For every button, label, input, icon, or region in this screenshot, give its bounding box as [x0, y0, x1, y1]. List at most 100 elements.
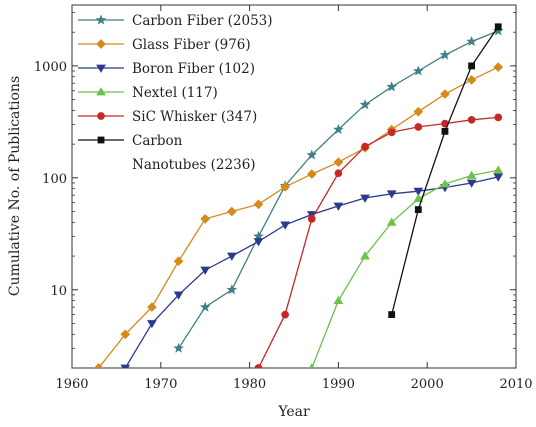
data-point: [492, 25, 504, 36]
series-line: [311, 169, 499, 368]
data-point: [414, 206, 422, 214]
data-point: [227, 206, 237, 217]
data-point: [200, 266, 211, 275]
data-point: [280, 221, 290, 230]
legend-label: Boron Fiber (102): [132, 61, 255, 77]
legend-item: Nextel (117): [78, 85, 218, 101]
y-axis-title: Cumulative No. of Publications: [7, 76, 23, 296]
data-point: [333, 157, 344, 168]
series-4: [254, 113, 503, 368]
data-point: [307, 215, 316, 223]
data-point: [360, 194, 370, 203]
data-point: [414, 123, 423, 131]
data-point: [386, 217, 397, 226]
legend-item: Boron Fiber (102): [78, 61, 255, 77]
data-point: [493, 62, 504, 72]
data-point: [333, 295, 344, 304]
data-point: [120, 329, 131, 340]
x-tick-label: 2010: [499, 377, 532, 392]
y-tick-label: 1000: [34, 60, 67, 75]
data-point: [280, 182, 290, 192]
legend-label: Carbon Fiber (2053): [132, 13, 273, 29]
data-point: [440, 179, 450, 188]
data-point: [199, 301, 211, 312]
data-point: [466, 35, 477, 47]
legend-marker: [96, 87, 106, 96]
data-point: [254, 364, 263, 368]
data-point: [147, 320, 157, 329]
data-point: [227, 252, 237, 261]
data-point: [413, 193, 424, 203]
data-point: [226, 284, 238, 295]
data-point: [147, 302, 157, 312]
data-point: [200, 214, 211, 224]
data-point: [253, 238, 264, 247]
legend-label: Nextel (117): [132, 85, 218, 101]
data-point: [494, 113, 503, 122]
data-point: [333, 123, 344, 135]
data-point: [281, 310, 289, 319]
x-tick-label: 1960: [55, 377, 88, 392]
legend-item: Carbon Nanotubes (2236): [78, 133, 256, 173]
series-line: [391, 26, 499, 315]
data-point: [493, 165, 504, 174]
data-point: [493, 173, 504, 182]
data-point: [173, 291, 184, 300]
series-5: [388, 23, 502, 319]
data-point: [439, 49, 451, 60]
legend-item: Glass Fiber (976): [78, 37, 251, 53]
data-point: [466, 75, 477, 85]
data-point: [388, 311, 396, 319]
legend-label: Nanotubes (2236): [132, 157, 256, 173]
y-tick-label: 100: [42, 172, 67, 187]
data-point: [440, 89, 450, 99]
legend-marker: [96, 64, 106, 73]
data-point: [467, 115, 476, 124]
data-point: [494, 23, 502, 31]
data-point: [360, 251, 370, 260]
legend-marker: [97, 112, 105, 120]
legend-item: SiC Whisker (347): [78, 109, 257, 125]
data-point: [334, 169, 343, 178]
x-tick-label: 1980: [233, 377, 266, 392]
data-point: [466, 170, 477, 179]
legend-label: Carbon: [132, 133, 183, 149]
data-point: [253, 199, 264, 210]
legend-item: Carbon Fiber (2053): [78, 13, 273, 29]
axes: 1960 1970 1980 1990 2000 2010 10 100 1000: [34, 5, 533, 392]
data-point: [387, 128, 396, 137]
series-line: [257, 116, 499, 368]
x-tick-label: 2000: [411, 377, 444, 392]
x-axis-title: Year: [277, 404, 310, 420]
data-point: [173, 342, 184, 353]
data-point: [361, 142, 369, 151]
series-2: [120, 173, 504, 368]
plot-border: [71, 4, 517, 369]
data-point: [413, 65, 424, 76]
data-point: [359, 99, 371, 110]
y-tick-label: 10: [50, 284, 67, 299]
legend-marker: [95, 14, 107, 25]
data-point: [386, 190, 397, 199]
data-point: [120, 364, 131, 368]
data-point: [93, 363, 104, 368]
series-line: [98, 66, 499, 368]
data-point: [333, 202, 344, 211]
legend: Carbon Fiber (2053) Glass Fiber (976) Boro…: [78, 13, 273, 173]
data-point: [466, 179, 477, 188]
x-tick-label: 1990: [322, 377, 355, 392]
legend-marker: [96, 39, 106, 49]
data-point: [306, 169, 317, 179]
data-point: [308, 363, 315, 368]
data-point: [413, 106, 424, 117]
data-point: [253, 230, 264, 241]
series-line: [124, 176, 499, 368]
legend-label: Glass Fiber (976): [132, 37, 251, 53]
data-point: [468, 62, 476, 70]
series-layer: [93, 23, 504, 368]
data-point: [413, 187, 424, 197]
series-3: [308, 165, 504, 368]
x-tick-label: 1970: [144, 377, 177, 392]
